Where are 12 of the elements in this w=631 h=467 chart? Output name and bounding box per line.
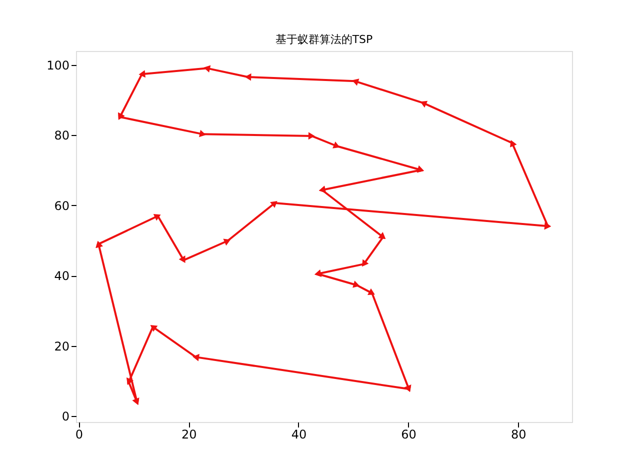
y-tick-label: 100 [46,58,70,73]
y-tick-label: 20 [54,339,70,354]
x-tick-label: 60 [401,428,416,442]
x-tick-label: 0 [75,428,84,442]
chart-title: 基于蚁群算法的TSP [275,33,374,46]
x-tick-label: 20 [181,428,197,442]
x-tick-label: 40 [291,428,307,442]
x-tick-label: 80 [511,428,526,442]
y-tick-label: 0 [62,410,70,424]
y-tick-label: 60 [54,198,70,213]
y-tick-label: 40 [54,269,70,284]
y-tick-label: 80 [54,128,70,143]
